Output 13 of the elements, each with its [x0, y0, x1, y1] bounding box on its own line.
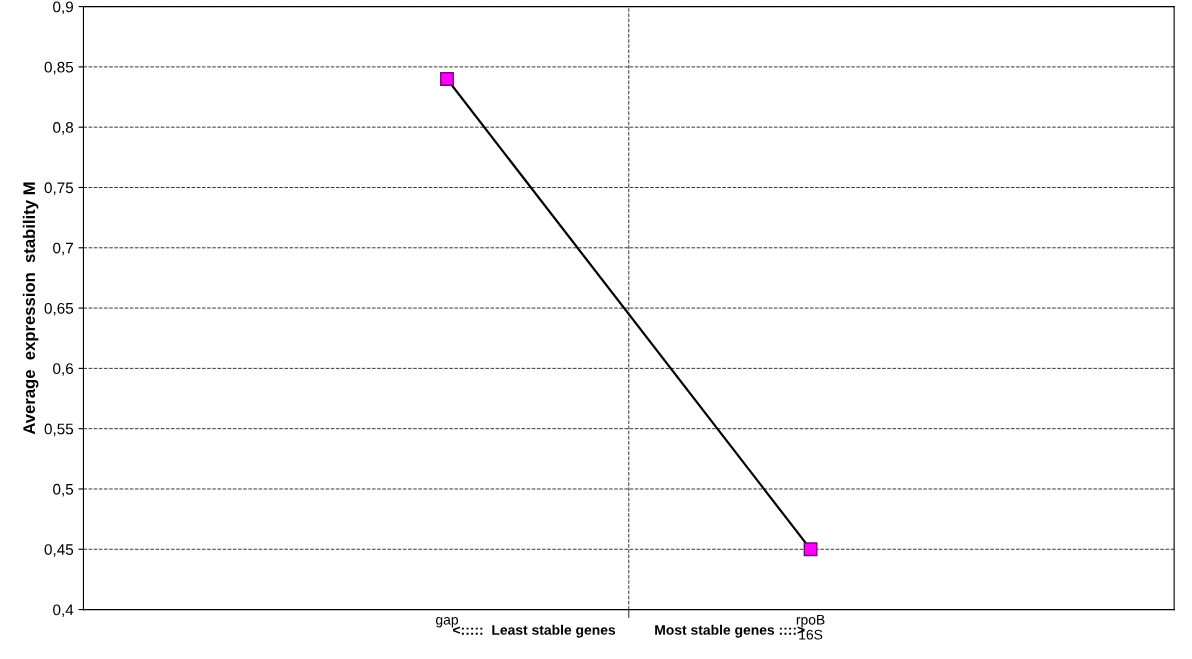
- y-axis-title: Average expression stability M: [22, 182, 39, 435]
- y-tick-label: 0,45: [44, 544, 74, 557]
- y-tick-label: 0,8: [53, 122, 74, 135]
- y-tick-label: 0,7: [53, 242, 73, 256]
- y-tick-label: 0,85: [44, 61, 74, 75]
- y-tick-label: 0,55: [44, 423, 74, 437]
- y-tick-label: 0,9: [53, 1, 73, 15]
- y-tick-label: 0,75: [44, 182, 74, 195]
- x-tick-label: gap: [436, 617, 459, 628]
- y-tick-label: 0,5: [53, 483, 74, 497]
- y-tick-label: 0,4: [53, 604, 74, 618]
- y-tick-label: 0,65: [44, 302, 74, 316]
- y-tick-label: 0,6: [53, 363, 74, 376]
